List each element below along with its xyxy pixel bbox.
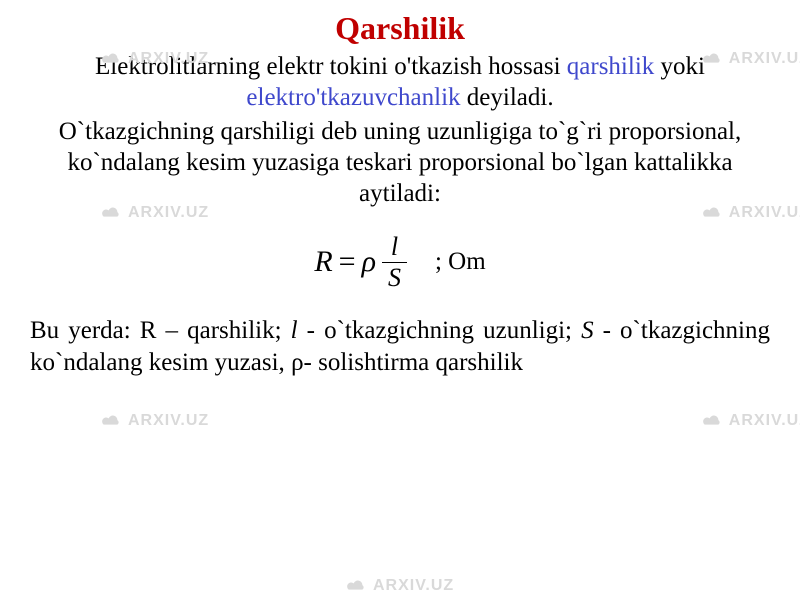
definition-paragraph: Elektrolitlarning elektr tokini o'tkazis… [30, 51, 770, 114]
cloud-icon [701, 410, 723, 432]
formula-equals: = [339, 245, 356, 279]
term-elektrotkazuvchanlik: elektro'tkazuvchanlik [246, 84, 460, 111]
watermark: ARXIV.UZ [345, 575, 454, 597]
explanation-paragraph: Bu yerda: R – qarshilik; l - o`tkazgichn… [30, 315, 770, 378]
text-run: Elektrolitlarning elektr tokini o'tkazis… [95, 53, 567, 80]
watermark-text: ARXIV.UZ [729, 412, 800, 430]
symbol-rho: ρ [291, 349, 303, 376]
formula-unit: ; Om [435, 248, 486, 276]
formula-denominator: S [382, 262, 407, 291]
term-qarshilik: qarshilik [567, 53, 655, 80]
cloud-icon [100, 410, 122, 432]
text-run: deyiladi. [467, 84, 554, 111]
text-run: - solishtirma qarshilik [304, 349, 523, 376]
watermark-text: ARXIV.UZ [128, 412, 209, 430]
symbol-l: l [291, 317, 298, 344]
watermark: ARXIV.UZ [100, 410, 209, 432]
formula-row: R = ρ l S ; Om [30, 227, 770, 297]
body-paragraph: O`tkazgichning qarshiligi deb uning uzun… [30, 116, 770, 210]
cloud-icon [345, 575, 367, 597]
text-run: - o`tkazgichning uzunligi; [298, 317, 581, 344]
watermark: ARXIV.UZ [701, 410, 800, 432]
text-run: Bu yerda: R – qarshilik; [30, 317, 291, 344]
watermark-text: ARXIV.UZ [373, 577, 454, 595]
page-title: Qarshilik [30, 10, 770, 47]
formula-numerator: l [385, 234, 404, 262]
formula-rho: ρ [362, 245, 376, 279]
formula: R = ρ l S [314, 234, 407, 291]
text-run: yoki [661, 53, 705, 80]
symbol-S: S [581, 317, 594, 344]
formula-R: R [314, 245, 332, 279]
formula-fraction: l S [382, 234, 407, 291]
